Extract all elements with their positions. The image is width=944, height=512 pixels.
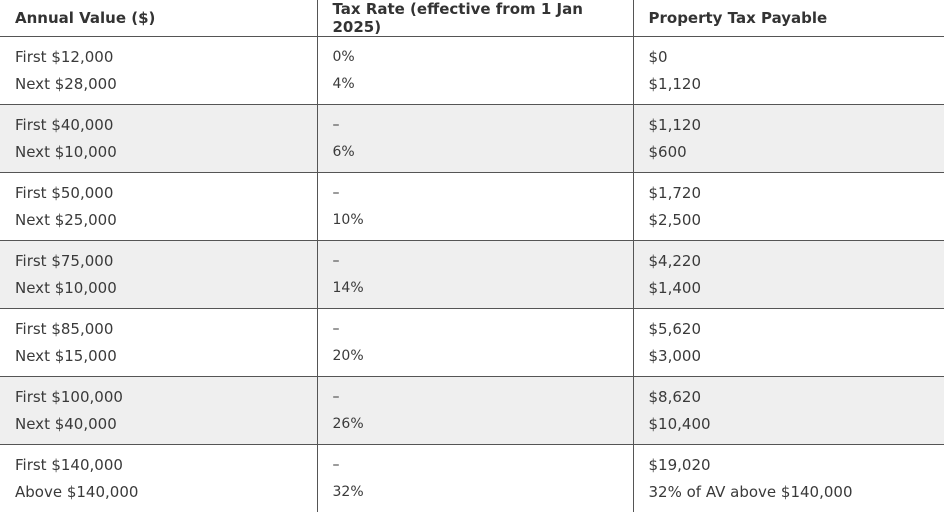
tax-rate-cell: –20%	[317, 309, 633, 377]
tax-rate-cell: –14%	[317, 241, 633, 309]
tax-payable-cell: $1,720$2,500	[633, 173, 944, 241]
tax-payable-cell: $4,220$1,400	[633, 241, 944, 309]
tax-rate-line: 10%	[333, 207, 618, 234]
tax-payable-line: 32% of AV above $140,000	[649, 479, 930, 506]
tax-rate-cell: –26%	[317, 377, 633, 445]
tax-payable-cell: $0$1,120	[633, 37, 944, 105]
tax-payable-line: $5,620	[649, 316, 930, 343]
tax-payable-line: $1,720	[649, 180, 930, 207]
annual-value-line: Next $28,000	[15, 71, 302, 98]
tax-rate-line: –	[333, 384, 618, 411]
tax-payable-cell: $8,620$10,400	[633, 377, 944, 445]
tax-payable-cell: $1,120$600	[633, 105, 944, 173]
tax-payable-line: $19,020	[649, 452, 930, 479]
tax-payable-cell: $5,620$3,000	[633, 309, 944, 377]
tax-rate-line: –	[333, 112, 618, 139]
annual-value-line: First $100,000	[15, 384, 302, 411]
annual-value-line: First $40,000	[15, 112, 302, 139]
tax-rate-line: –	[333, 452, 618, 479]
header-tax-payable: Property Tax Payable	[633, 0, 944, 37]
annual-value-line: First $75,000	[15, 248, 302, 275]
tax-rate-line: –	[333, 248, 618, 275]
header-annual-value: Annual Value ($)	[0, 0, 317, 37]
tax-rate-line: –	[333, 316, 618, 343]
tax-rate-line: 26%	[333, 411, 618, 438]
tax-rate-cell: –6%	[317, 105, 633, 173]
tax-rate-line: 20%	[333, 343, 618, 370]
tax-payable-line: $2,500	[649, 207, 930, 234]
tax-payable-line: $1,120	[649, 112, 930, 139]
tax-rate-line: 4%	[333, 71, 618, 98]
annual-value-line: First $50,000	[15, 180, 302, 207]
tax-payable-line: $3,000	[649, 343, 930, 370]
annual-value-line: First $140,000	[15, 452, 302, 479]
annual-value-line: Next $40,000	[15, 411, 302, 438]
header-row: Annual Value ($) Tax Rate (effective fro…	[0, 0, 944, 37]
tax-rate-line: 32%	[333, 479, 618, 506]
tax-rate-line: 6%	[333, 139, 618, 166]
annual-value-line: Above $140,000	[15, 479, 302, 506]
tax-payable-line: $1,120	[649, 71, 930, 98]
annual-value-line: Next $10,000	[15, 275, 302, 302]
annual-value-line: Next $10,000	[15, 139, 302, 166]
tax-rate-line: –	[333, 180, 618, 207]
tax-payable-line: $0	[649, 44, 930, 71]
tax-rate-line: 14%	[333, 275, 618, 302]
tax-payable-line: $600	[649, 139, 930, 166]
tax-rate-cell: 0%4%	[317, 37, 633, 105]
tax-rate-cell: –32%	[317, 445, 633, 512]
tax-rate-cell: –10%	[317, 173, 633, 241]
annual-value-line: First $12,000	[15, 44, 302, 71]
tax-payable-line: $1,400	[649, 275, 930, 302]
header-tax-rate: Tax Rate (effective from 1 Jan 2025)	[317, 0, 633, 37]
tax-rate-line: 0%	[333, 44, 618, 71]
annual-value-line: Next $15,000	[15, 343, 302, 370]
tax-payable-line: $8,620	[649, 384, 930, 411]
tax-payable-line: $10,400	[649, 411, 930, 438]
annual-value-line: First $85,000	[15, 316, 302, 343]
annual-value-line: Next $25,000	[15, 207, 302, 234]
tax-payable-line: $4,220	[649, 248, 930, 275]
